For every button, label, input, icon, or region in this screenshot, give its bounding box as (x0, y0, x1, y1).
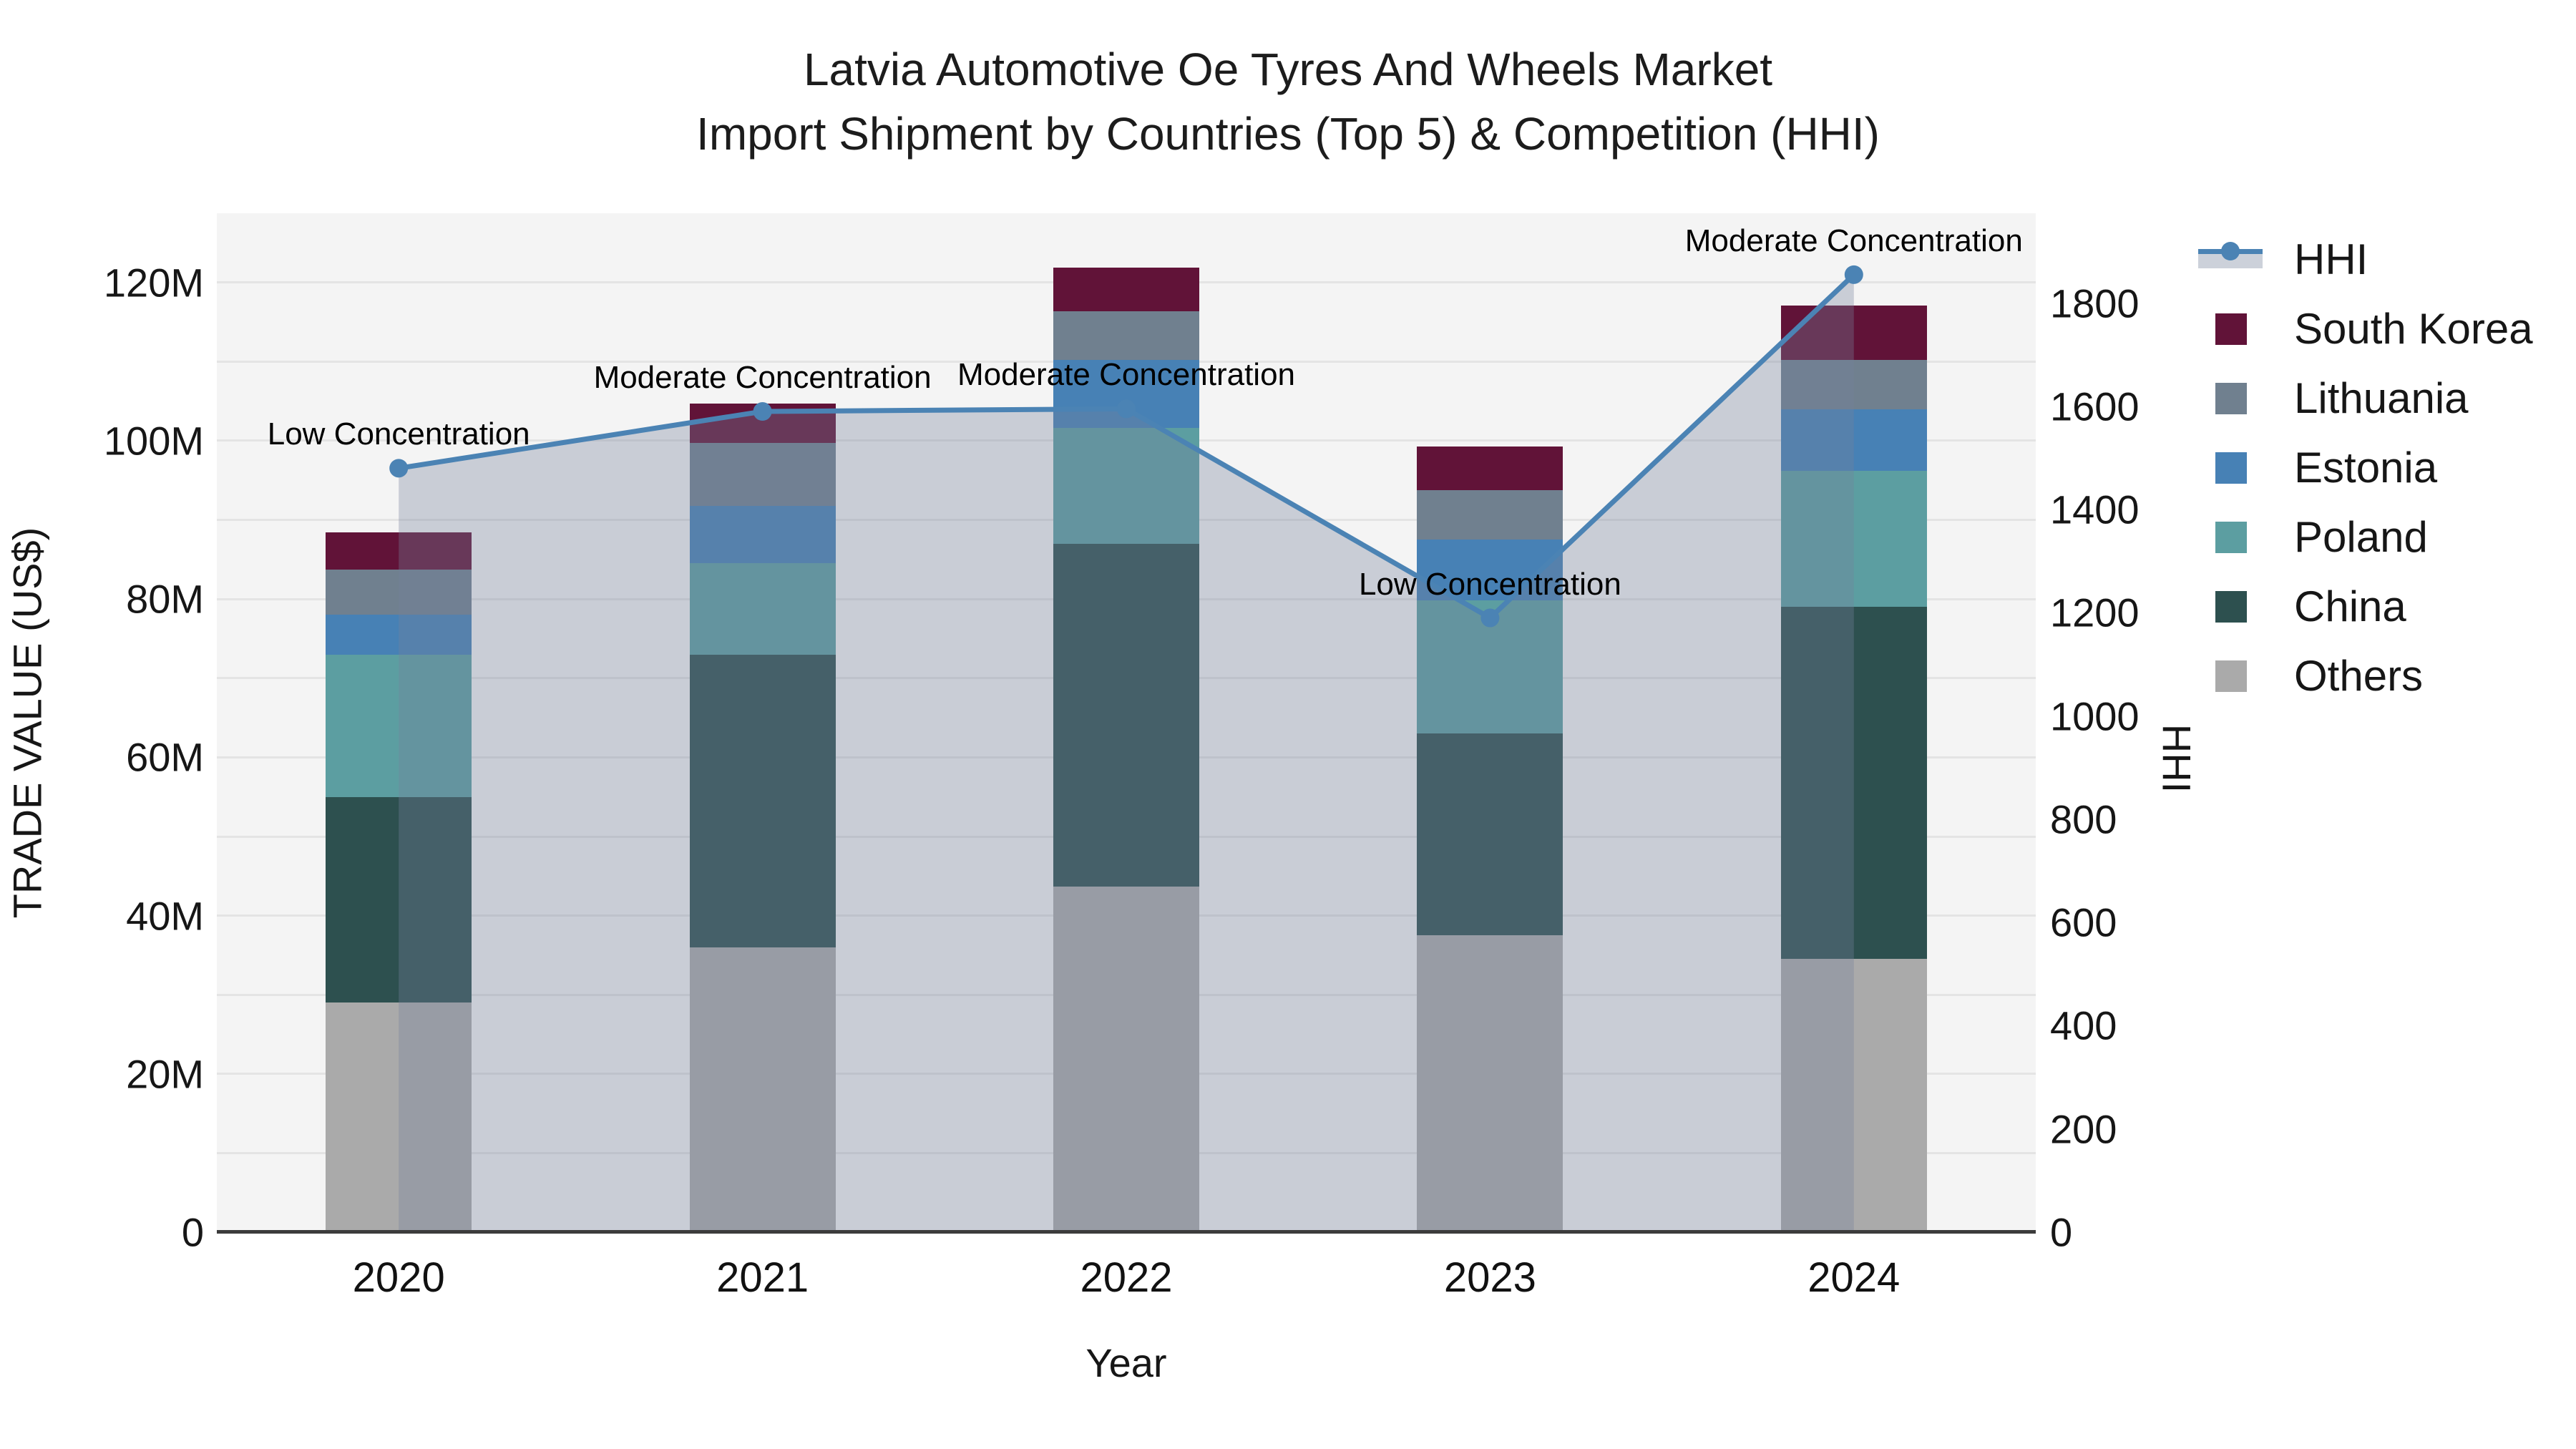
y-left-tick-80M: 80M (126, 576, 204, 622)
hhi-marker-glyph (2221, 241, 2240, 260)
x-tick-2021: 2021 (716, 1254, 809, 1301)
annotation-2024: Moderate Concentration (1684, 223, 2023, 258)
legend-swatch-south-korea (2198, 308, 2294, 351)
color-swatch-icon (2215, 382, 2247, 414)
bar-segment-poland-2020 (326, 654, 472, 797)
bar-segment-poland-2022 (1053, 428, 1199, 544)
bar-segment-others-2022 (1053, 886, 1199, 1232)
bar-segment-poland-2021 (689, 563, 836, 655)
bar-segment-south-korea-2024 (1780, 305, 1927, 361)
bar-segment-china-2024 (1780, 607, 1927, 960)
annotation-2020: Low Concentration (267, 416, 530, 452)
legend-label: South Korea (2294, 305, 2533, 353)
legend-swatch-china (2198, 585, 2294, 628)
legend-swatch-poland (2198, 516, 2294, 559)
y-left-tick-40M: 40M (126, 893, 204, 939)
legend-item-poland[interactable]: Poland (2198, 502, 2533, 572)
color-swatch-icon (2215, 660, 2247, 692)
legend-label: Poland (2294, 513, 2428, 561)
annotation-2022: Moderate Concentration (957, 357, 1296, 393)
bar-segment-china-2021 (689, 654, 836, 947)
hhi-marker-2021 (753, 402, 772, 421)
y-right-tick-1600: 1600 (2050, 384, 2140, 429)
y-axis-right-title: HHI (2154, 723, 2200, 794)
bar-segment-china-2022 (1053, 543, 1199, 887)
bar-segment-lithuania-2020 (326, 570, 472, 615)
legend-swatch-estonia (2198, 447, 2294, 489)
color-swatch-icon (2215, 590, 2247, 623)
y-right-tick-0: 0 (2050, 1209, 2073, 1255)
color-swatch-icon (2215, 452, 2247, 484)
bar-segment-lithuania-2024 (1780, 360, 1927, 409)
legend: HHI South Korea Lithuania Estonia Poland Chin… (2198, 225, 2533, 711)
chart-title-line2: Import Shipment by Countries (Top 5) & C… (696, 108, 1880, 160)
x-axis-line (217, 1230, 2036, 1234)
bar-segment-south-korea-2022 (1053, 267, 1199, 311)
bar-segment-others-2023 (1417, 935, 1563, 1232)
y-right-tick-600: 600 (2050, 899, 2117, 945)
y-left-tick-120M: 120M (103, 260, 204, 306)
hhi-area-fill (399, 274, 1854, 1232)
legend-label: HHI (2294, 235, 2368, 283)
color-swatch-icon (2215, 313, 2247, 345)
legend-label: Lithuania (2294, 374, 2469, 422)
bar-segment-estonia-2024 (1780, 409, 1927, 472)
x-axis-title: Year (1085, 1340, 1167, 1385)
y-right-tick-400: 400 (2050, 1002, 2117, 1048)
x-tick-2020: 2020 (352, 1254, 445, 1301)
plot-area: Low Concentration Moderate Concentration M… (217, 213, 2036, 1234)
hhi-marker-2022 (1117, 399, 1136, 419)
hhi-marker-2023 (1480, 608, 1500, 628)
y-left-tick-20M: 20M (126, 1051, 204, 1097)
x-tick-2022: 2022 (1080, 1254, 1173, 1301)
hhi-line-icon (2198, 238, 2294, 281)
y-left-tick-100M: 100M (103, 418, 204, 464)
y-right-tick-1800: 1800 (2050, 280, 2140, 326)
legend-label: Estonia (2294, 444, 2438, 492)
hhi-marker-2020 (389, 459, 409, 478)
y-right-tick-1200: 1200 (2050, 590, 2140, 635)
chart-title-line1: Latvia Automotive Oe Tyres And Wheels Ma… (803, 44, 1773, 95)
chart-title: Latvia Automotive Oe Tyres And Wheels Ma… (696, 37, 1880, 166)
legend-item-hhi[interactable]: HHI (2198, 225, 2533, 294)
hhi-marker-2024 (1844, 265, 1863, 284)
bar-segment-china-2023 (1417, 733, 1563, 936)
y-right-tick-200: 200 (2050, 1106, 2117, 1152)
y-right-tick-1400: 1400 (2050, 487, 2140, 532)
legend-item-others[interactable]: Others (2198, 641, 2533, 711)
legend-swatch-lithuania (2198, 377, 2294, 420)
y-axis-left-title: TRADE VALUE (US$) (4, 527, 50, 919)
bar-segment-others-2020 (326, 1002, 472, 1232)
bar-segment-estonia-2020 (326, 615, 472, 655)
bar-segment-poland-2024 (1780, 471, 1927, 608)
bar-segment-others-2021 (689, 947, 836, 1232)
y-right-tick-1000: 1000 (2050, 693, 2140, 739)
legend-item-lithuania[interactable]: Lithuania (2198, 364, 2533, 433)
y-left-tick-0: 0 (181, 1209, 204, 1255)
color-swatch-icon (2215, 521, 2247, 553)
x-tick-2023: 2023 (1443, 1254, 1536, 1301)
bar-segment-china-2020 (326, 796, 472, 1003)
legend-item-estonia[interactable]: Estonia (2198, 433, 2533, 502)
bar-segment-south-korea-2023 (1417, 446, 1563, 490)
annotation-2021: Moderate Concentration (593, 360, 932, 395)
bar-segment-others-2024 (1780, 959, 1927, 1232)
legend-label: Others (2294, 652, 2424, 700)
y-left-tick-60M: 60M (126, 734, 204, 780)
bar-segment-estonia-2021 (689, 505, 836, 564)
bar-segment-lithuania-2023 (1417, 489, 1563, 540)
bar-segment-south-korea-2020 (326, 532, 472, 570)
bar-segment-lithuania-2022 (1053, 311, 1199, 361)
legend-label: China (2294, 582, 2406, 630)
hhi-overlay (389, 265, 1863, 1232)
y-right-tick-800: 800 (2050, 796, 2117, 842)
legend-item-china[interactable]: China (2198, 572, 2533, 641)
legend-item-south-korea[interactable]: South Korea (2198, 294, 2533, 364)
x-tick-2024: 2024 (1807, 1254, 1901, 1301)
legend-swatch-others (2198, 655, 2294, 698)
annotation-2023: Low Concentration (1358, 566, 1621, 602)
bar-segment-lithuania-2021 (689, 443, 836, 506)
